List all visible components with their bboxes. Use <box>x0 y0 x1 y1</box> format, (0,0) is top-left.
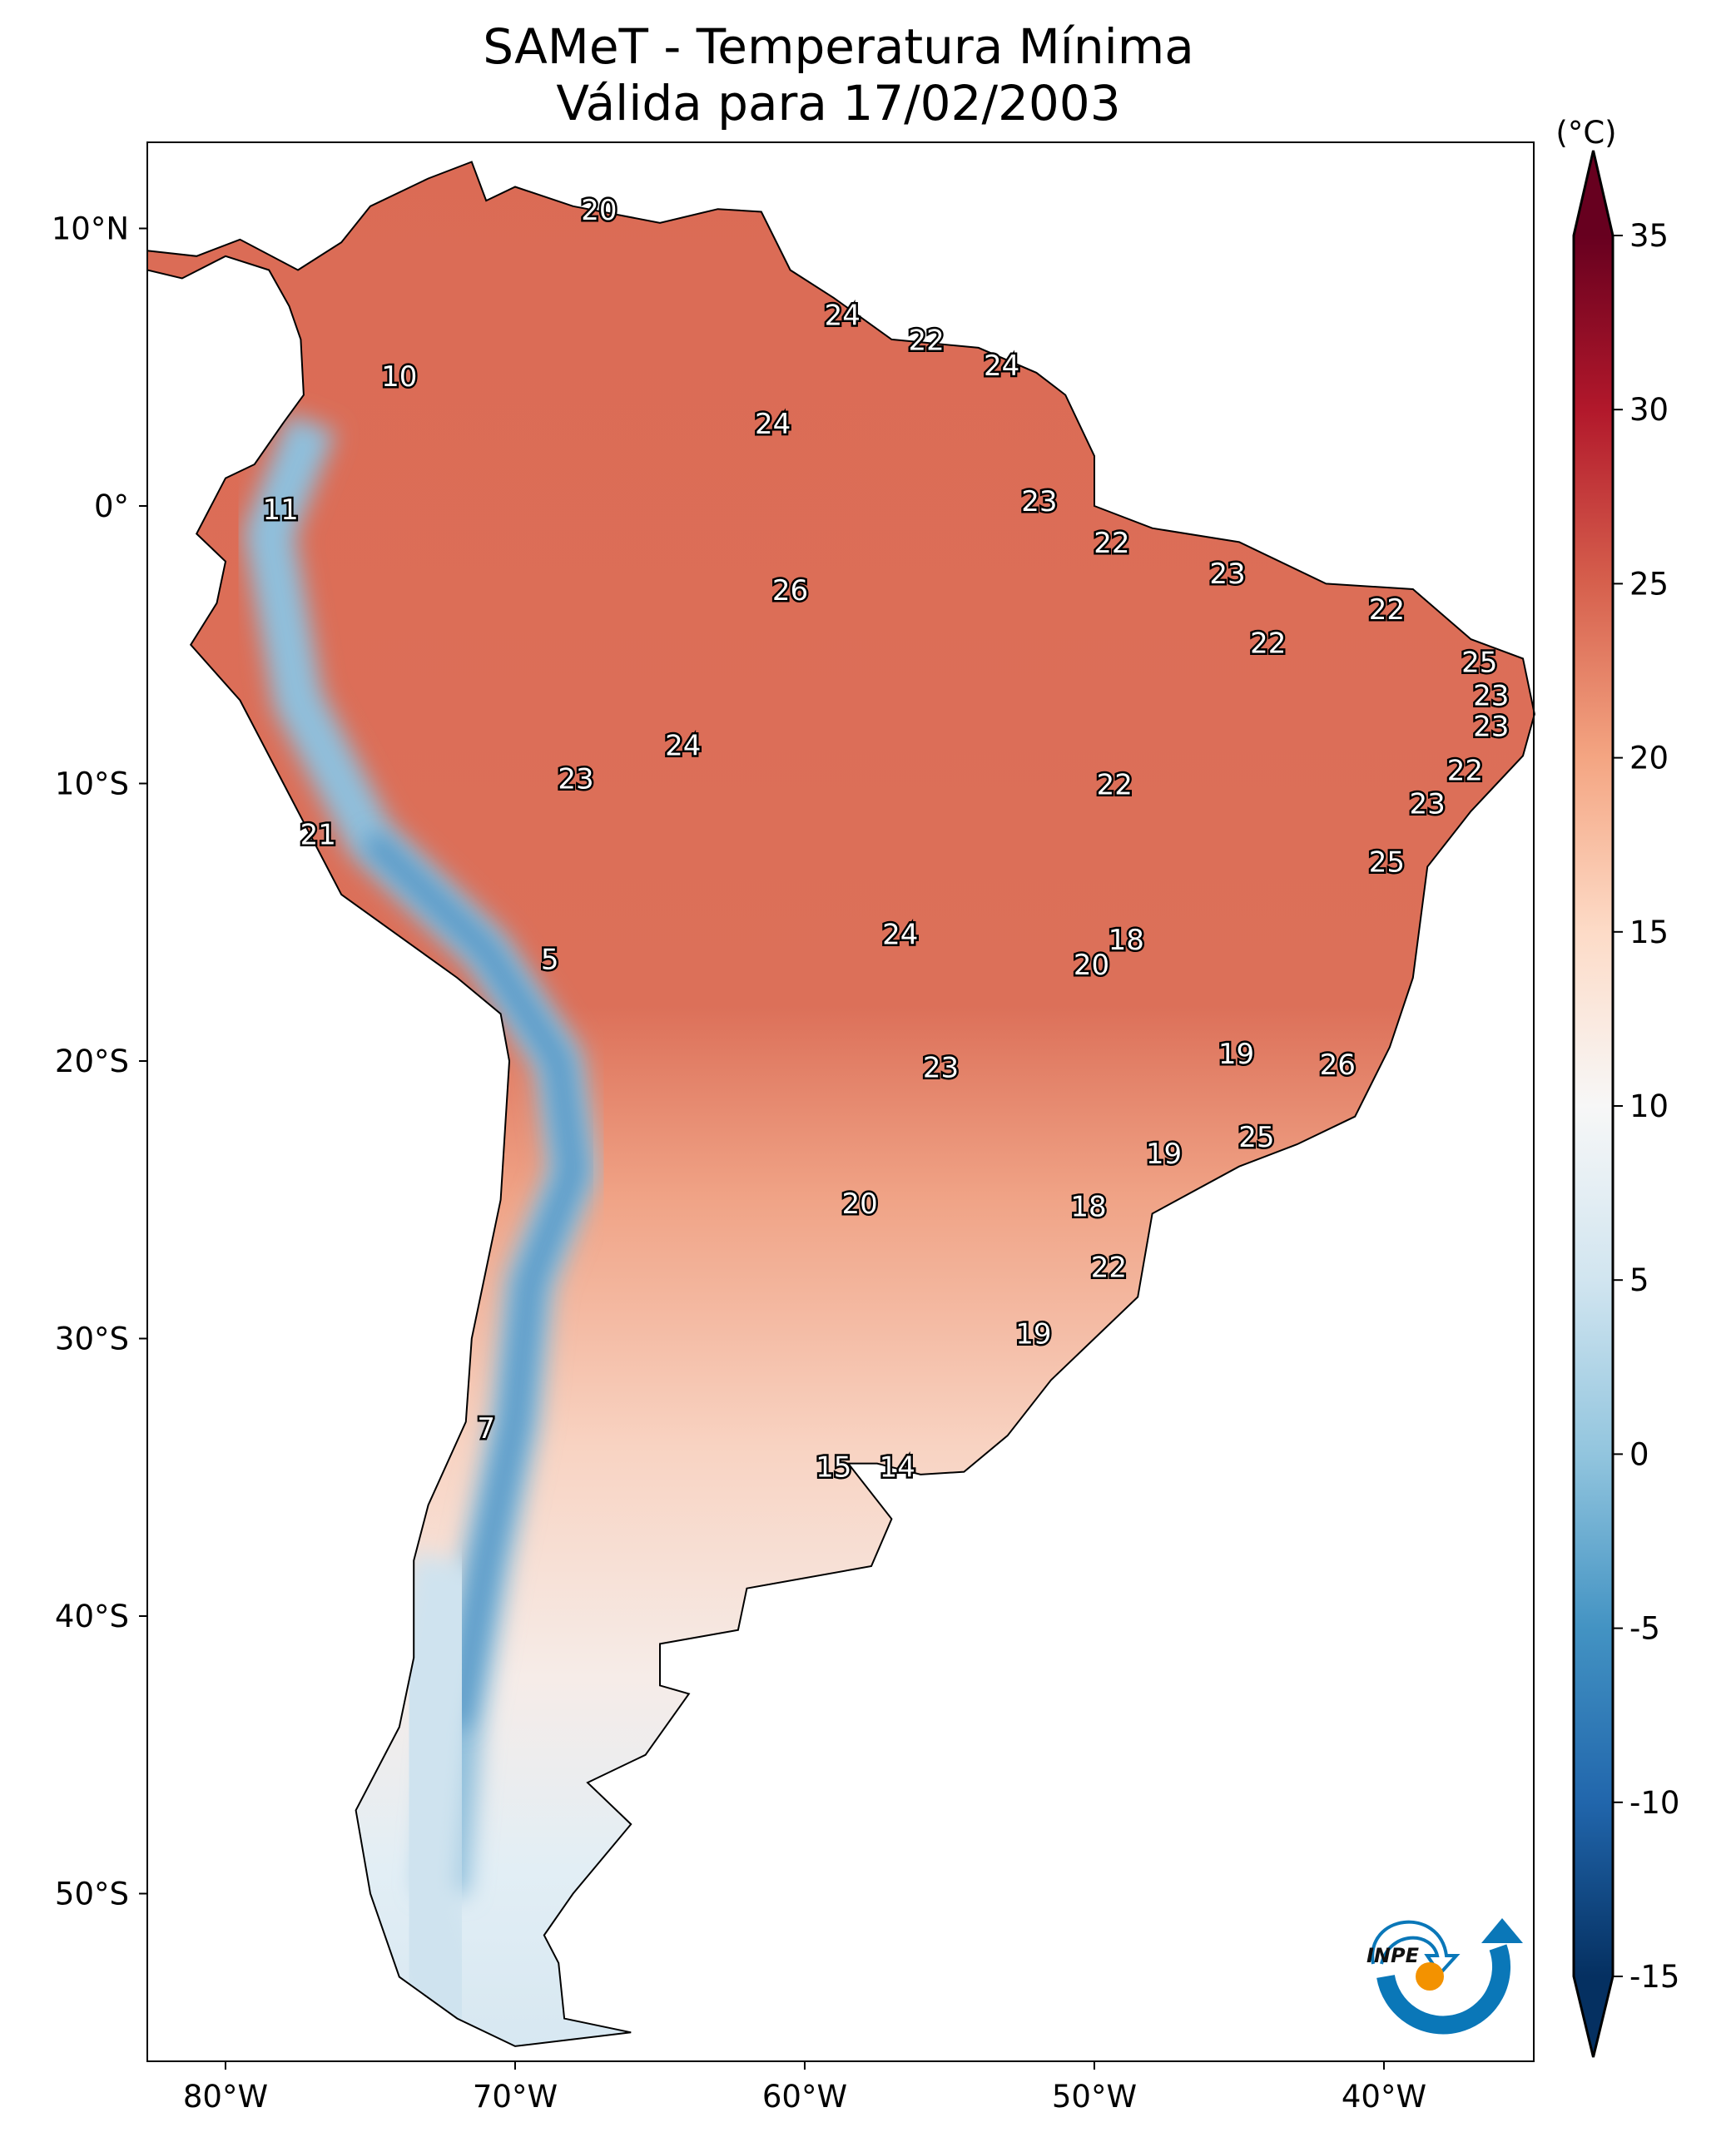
temperature-label: 26 <box>772 574 808 607</box>
temperature-label: 22 <box>1369 593 1405 627</box>
temperature-label: 20 <box>1074 949 1109 982</box>
axis-ticks: 80°W 70°W 60°W 50°W 40°W 10°N 0° 10°S 20°S 30°S 40… <box>52 211 1426 2115</box>
logo-curl-icon <box>1371 1920 1461 1977</box>
colorbar-tick-label: 10 <box>1629 1088 1669 1124</box>
colorbar-tick-label: 0 <box>1629 1436 1649 1472</box>
colorbar-tick-label: 20 <box>1629 741 1669 776</box>
temperature-label: 24 <box>825 300 861 333</box>
patagonia-cool-band <box>367 1552 503 2046</box>
temperature-label: 25 <box>1369 846 1405 880</box>
lat-tick-label: 0° <box>94 488 129 524</box>
temperature-label: 24 <box>882 918 918 951</box>
logo-sun-icon <box>1416 1962 1444 1991</box>
title-line-1: SAMeT - Temperatura Mínima <box>483 18 1194 75</box>
lat-tick-label: 20°S <box>55 1044 129 1079</box>
temperature-label: 14 <box>880 1451 915 1485</box>
temperature-label: 7 <box>477 1412 495 1445</box>
temperature-label: 22 <box>1094 527 1129 560</box>
temperature-label: 23 <box>1473 680 1509 713</box>
colorbar-gradient <box>1574 236 1613 1976</box>
colorbar-tick-label: 15 <box>1629 915 1669 950</box>
temperature-label: 23 <box>1021 485 1057 518</box>
lon-tick-label: 60°W <box>762 2079 847 2115</box>
temperature-label: 22 <box>908 325 944 358</box>
lat-tick-label: 40°S <box>55 1599 129 1634</box>
colorbar-tick-label: 25 <box>1629 566 1669 602</box>
temperature-label: 26 <box>1320 1049 1356 1082</box>
temperature-label: 11 <box>262 493 298 527</box>
colorbar-tick-label: 30 <box>1629 392 1669 428</box>
title-line-2: Válida para 17/02/2003 <box>556 75 1121 131</box>
temperature-label: 23 <box>1410 788 1446 821</box>
temperature-label: 23 <box>1209 558 1245 591</box>
land-fill <box>147 161 1534 2046</box>
colorbar-tick-label: -15 <box>1629 1959 1679 1995</box>
temperature-label: 22 <box>1447 755 1483 788</box>
temperature-label: 21 <box>300 818 336 851</box>
temperature-label: 23 <box>923 1052 959 1085</box>
temperature-label: 22 <box>1097 768 1133 801</box>
temperature-label: 23 <box>558 763 593 796</box>
inpe-logo: INPE <box>1366 1918 1523 2035</box>
map-frame <box>146 141 1535 2062</box>
temperature-field <box>146 161 1535 2047</box>
temperature-label: 19 <box>1146 1138 1182 1171</box>
colorbar-tick-label: 35 <box>1629 218 1669 254</box>
temperature-label: 25 <box>1461 647 1497 680</box>
lon-tick-label: 80°W <box>183 2079 268 2115</box>
lat-tick-label: 10°S <box>55 766 129 802</box>
colorbar-tick-label: -5 <box>1629 1611 1660 1647</box>
temperature-label: 15 <box>816 1451 851 1485</box>
logo-swoosh-icon <box>1376 1944 1510 2035</box>
temperature-label: 5 <box>541 943 559 976</box>
colorbar: 35 30 25 20 15 10 5 0 -5 -10 -15 <box>1572 150 1679 2058</box>
lat-tick-label: 50°S <box>55 1877 129 1912</box>
coastline <box>146 161 1535 2047</box>
temperature-label: 20 <box>841 1188 877 1221</box>
colorbar-extend-min <box>1574 1976 1613 2057</box>
lon-tick-label: 70°W <box>473 2079 558 2115</box>
lat-tick-label: 10°N <box>52 211 129 247</box>
temperature-label: 24 <box>665 730 701 763</box>
logo-text: INPE <box>1366 1944 1420 1967</box>
colorbar-unit: (°C) <box>1555 115 1616 151</box>
temperature-label: 25 <box>1238 1121 1274 1154</box>
temperature-label: 22 <box>1250 627 1286 660</box>
lon-tick-label: 40°W <box>1342 2079 1426 2115</box>
temperature-label: 20 <box>581 194 617 227</box>
temperature-label: 19 <box>1218 1038 1254 1071</box>
temperature-label: 19 <box>1015 1318 1051 1351</box>
temperature-label: 22 <box>1091 1252 1127 1285</box>
colorbar-tick-label: 5 <box>1629 1262 1649 1298</box>
colorbar-tick-label: -10 <box>1629 1785 1679 1821</box>
temperature-label: 24 <box>984 350 1019 383</box>
temperature-label: 10 <box>381 360 417 394</box>
temperature-label: 24 <box>755 408 791 441</box>
temperature-label: 23 <box>1473 710 1509 743</box>
lat-tick-label: 30°S <box>55 1321 129 1357</box>
temperature-label: 18 <box>1109 924 1144 957</box>
logo-arrow-icon <box>1481 1918 1523 1943</box>
map-title: SAMeT - Temperatura Mínima Válida para 1… <box>0 18 1677 131</box>
colorbar-extend-max <box>1574 151 1613 236</box>
lon-tick-label: 50°W <box>1052 2079 1137 2115</box>
temperature-label: 18 <box>1070 1190 1106 1223</box>
andes-core <box>364 832 583 1729</box>
